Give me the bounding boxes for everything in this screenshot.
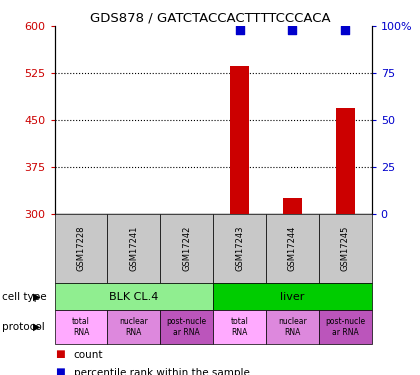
Text: GSM17228: GSM17228	[76, 226, 86, 271]
Bar	[283, 198, 302, 214]
Text: post-nucle
ar RNA: post-nucle ar RNA	[167, 317, 207, 337]
Text: ■: ■	[55, 368, 64, 375]
Point	[342, 27, 349, 33]
Text: GDS878 / GATCTACCACTTTTCCCACA: GDS878 / GATCTACCACTTTTCCCACA	[90, 11, 330, 24]
Text: cell type: cell type	[2, 292, 47, 302]
Text: nuclear
RNA: nuclear RNA	[278, 317, 307, 337]
Text: liver: liver	[280, 292, 304, 302]
Text: count: count	[74, 350, 103, 360]
Text: GSM17244: GSM17244	[288, 226, 297, 271]
Bar	[230, 66, 249, 214]
Text: protocol: protocol	[2, 322, 45, 332]
Text: BLK CL.4: BLK CL.4	[109, 292, 159, 302]
Text: total
RNA: total RNA	[72, 317, 90, 337]
Text: GSM17241: GSM17241	[129, 226, 138, 271]
Text: percentile rank within the sample: percentile rank within the sample	[74, 368, 249, 375]
Text: GSM17242: GSM17242	[182, 226, 191, 271]
Text: nuclear
RNA: nuclear RNA	[120, 317, 148, 337]
Text: ■: ■	[55, 350, 64, 360]
Bar	[336, 108, 354, 214]
Point	[289, 27, 296, 33]
Text: ▶: ▶	[33, 322, 41, 332]
Text: GSM17243: GSM17243	[235, 226, 244, 271]
Text: GSM17245: GSM17245	[341, 226, 350, 271]
Text: ▶: ▶	[33, 292, 41, 302]
Text: total
RNA: total RNA	[231, 317, 249, 337]
Text: post-nucle
ar RNA: post-nucle ar RNA	[325, 317, 365, 337]
Point	[236, 27, 243, 33]
